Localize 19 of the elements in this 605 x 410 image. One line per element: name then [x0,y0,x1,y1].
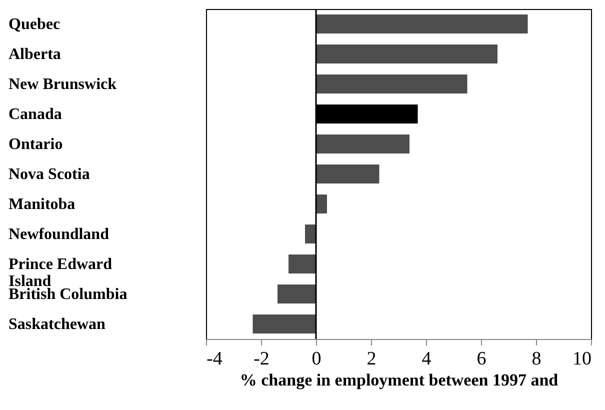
x-tick-label: -2 [254,348,270,370]
x-tick-label: 10 [572,348,592,370]
x-tick-label: -4 [206,348,223,370]
x-tick-label: 2 [366,348,376,370]
y-tick-label: Quebec [8,16,60,33]
x-tick-label: 4 [422,348,432,370]
y-tick-label: Ontario [8,136,63,153]
y-tick-label: Manitoba [8,196,76,213]
x-tick-label: 6 [476,348,486,370]
x-tick-label: 0 [312,348,322,370]
y-tick-label: Saskatchewan [8,316,106,333]
y-tick-label: Nova Scotia [8,166,90,183]
x-tick-label: 8 [532,348,542,370]
y-tick-label: Alberta [8,46,61,63]
x-axis-title: % change in employment between 1997 and [240,370,559,390]
y-tick-label: Newfoundland [8,226,110,243]
y-tick-label: Canada [8,106,62,123]
y-tick-label: British Columbia [8,286,128,303]
y-tick-label: New Brunswick [8,76,117,93]
